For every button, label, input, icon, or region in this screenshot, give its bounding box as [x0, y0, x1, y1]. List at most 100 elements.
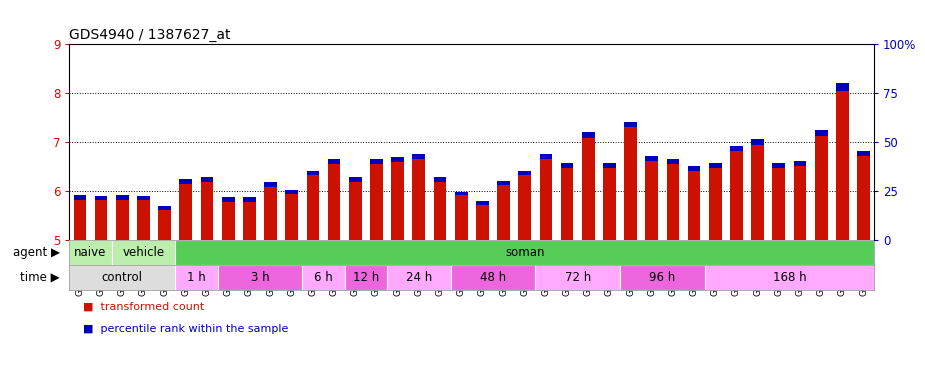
Text: naive: naive	[74, 246, 106, 259]
Bar	[327, 159, 340, 164]
Bar	[243, 197, 255, 202]
Bar	[476, 201, 488, 205]
Text: agent ▶: agent ▶	[13, 246, 60, 259]
Bar	[624, 127, 637, 240]
Bar	[217, 265, 302, 290]
Bar	[175, 265, 217, 290]
Bar	[857, 151, 869, 156]
Bar	[836, 83, 849, 91]
Bar	[94, 196, 107, 200]
Bar	[349, 182, 362, 240]
Text: 12 h: 12 h	[352, 271, 379, 284]
Bar	[624, 122, 637, 127]
Bar	[450, 265, 536, 290]
Bar	[370, 164, 383, 240]
Bar	[730, 146, 743, 151]
Bar	[434, 182, 447, 240]
Bar	[265, 187, 277, 240]
Bar	[179, 179, 192, 184]
Bar	[518, 170, 531, 175]
Bar	[222, 197, 235, 202]
Bar	[620, 265, 705, 290]
Bar	[306, 175, 319, 240]
Bar	[222, 202, 235, 240]
Bar	[857, 156, 869, 240]
Bar	[94, 200, 107, 240]
Bar	[751, 144, 764, 240]
Bar	[370, 159, 383, 164]
Text: 1 h: 1 h	[187, 271, 206, 284]
Text: ■  percentile rank within the sample: ■ percentile rank within the sample	[83, 324, 289, 334]
Bar	[497, 181, 510, 185]
Text: control: control	[102, 271, 142, 284]
Bar	[116, 195, 129, 200]
Text: 96 h: 96 h	[649, 271, 675, 284]
Bar	[413, 154, 426, 159]
Bar	[306, 170, 319, 175]
Bar	[286, 190, 298, 194]
Bar	[158, 206, 171, 210]
Bar	[74, 195, 86, 200]
Bar	[243, 202, 255, 240]
Text: 168 h: 168 h	[772, 271, 807, 284]
Text: GDS4940 / 1387627_at: GDS4940 / 1387627_at	[69, 28, 231, 42]
Bar	[561, 163, 574, 167]
Bar	[772, 167, 785, 240]
Bar	[646, 156, 658, 161]
Bar	[561, 167, 574, 240]
Bar	[539, 159, 552, 240]
Bar	[74, 200, 86, 240]
Text: 24 h: 24 h	[406, 271, 432, 284]
Bar	[536, 265, 620, 290]
Bar	[815, 130, 828, 136]
Bar	[603, 167, 616, 240]
Bar	[286, 194, 298, 240]
Bar	[794, 166, 807, 240]
Bar	[497, 185, 510, 240]
Bar	[349, 177, 362, 182]
Bar	[391, 157, 404, 162]
Bar	[345, 265, 387, 290]
Text: 3 h: 3 h	[251, 271, 269, 284]
Bar	[327, 164, 340, 240]
Bar	[116, 200, 129, 240]
Bar	[709, 163, 722, 167]
Text: time ▶: time ▶	[20, 271, 60, 284]
Bar	[112, 240, 175, 265]
Bar	[667, 164, 679, 240]
Bar	[730, 151, 743, 240]
Text: 6 h: 6 h	[314, 271, 333, 284]
Bar	[137, 196, 150, 200]
Bar	[518, 175, 531, 240]
Bar	[582, 132, 595, 138]
Bar	[391, 162, 404, 240]
Bar	[646, 161, 658, 240]
Text: ■  transformed count: ■ transformed count	[83, 301, 204, 311]
Bar	[175, 240, 874, 265]
Bar	[455, 192, 467, 195]
Bar	[705, 265, 874, 290]
Bar	[751, 139, 764, 144]
Bar	[302, 265, 345, 290]
Bar	[709, 167, 722, 240]
Bar	[476, 205, 488, 240]
Bar	[69, 265, 175, 290]
Bar	[201, 177, 214, 182]
Text: 48 h: 48 h	[480, 271, 506, 284]
Bar	[69, 240, 112, 265]
Bar	[137, 200, 150, 240]
Bar	[688, 170, 700, 240]
Bar	[455, 195, 467, 240]
Bar	[413, 159, 426, 240]
Text: 72 h: 72 h	[564, 271, 591, 284]
Text: vehicle: vehicle	[122, 246, 165, 259]
Bar	[667, 159, 679, 164]
Bar	[158, 210, 171, 240]
Text: soman: soman	[505, 246, 545, 259]
Bar	[582, 138, 595, 240]
Bar	[201, 182, 214, 240]
Bar	[434, 177, 447, 182]
Bar	[387, 265, 450, 290]
Bar	[794, 161, 807, 166]
Bar	[603, 163, 616, 167]
